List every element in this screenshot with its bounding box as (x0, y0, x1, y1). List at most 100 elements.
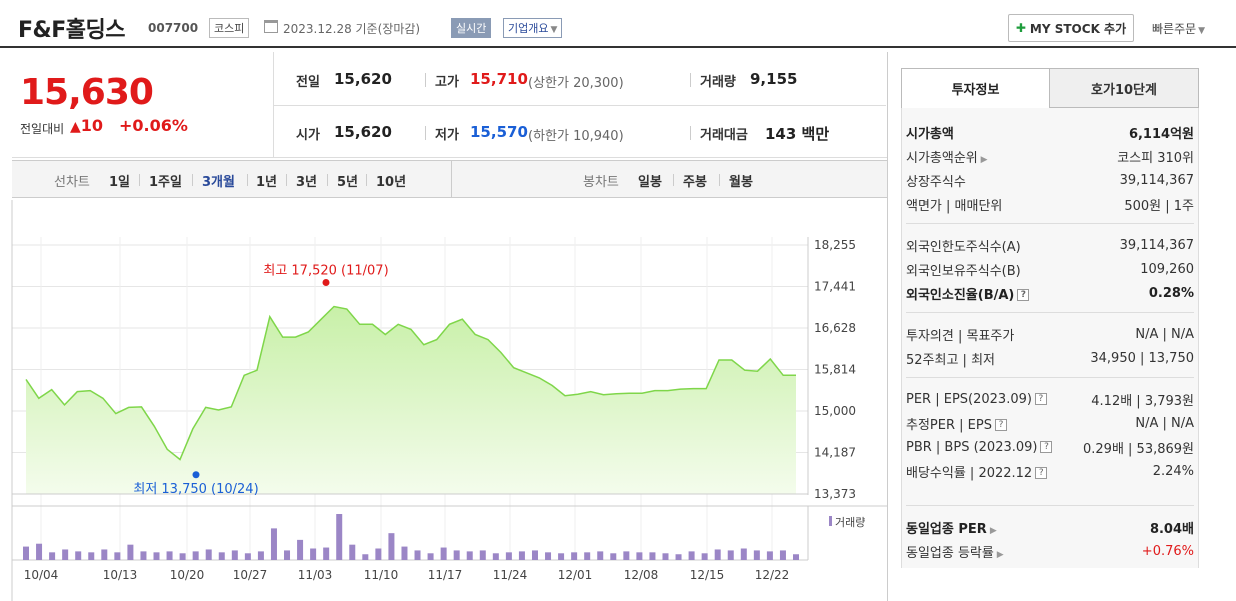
tab-invest-info[interactable]: 투자정보 (901, 68, 1050, 108)
info-label: 외국인한도주식수(A) (906, 239, 1021, 255)
info-label: 시가총액 (906, 126, 954, 142)
candle-monthly[interactable]: 월봉 (729, 175, 753, 190)
info-value: N/A | N/A (1135, 326, 1194, 342)
divider (425, 126, 426, 140)
info-label[interactable]: 시가총액순위 ▶ (906, 150, 988, 166)
volume-bar (453, 550, 460, 560)
volume-bar (584, 552, 591, 560)
volume-bar (466, 551, 473, 560)
volume-bar (62, 549, 69, 560)
x-tick-label: 12/15 (690, 568, 725, 582)
divider (906, 377, 1194, 378)
low-label: 저가 (435, 128, 459, 143)
volume-bar (558, 553, 565, 560)
quick-order-dropdown[interactable]: 빠른주문 ▼ (1152, 20, 1205, 37)
price-chart[interactable]: 13,373 14,187 15,000 15,814 16,628 17,441 18,2… (0, 200, 887, 601)
volume-bar (662, 553, 669, 560)
period-3y[interactable]: 3년 (296, 175, 318, 190)
volume-bar (427, 553, 434, 560)
x-tick-label: 11/24 (493, 568, 528, 582)
divider (451, 160, 452, 198)
x-tick-label: 11/17 (428, 568, 463, 582)
help-icon[interactable]: ? (1034, 393, 1047, 405)
info-label: 외국인소진율(B/A)? (906, 284, 1030, 303)
market-badge: 코스피 (209, 18, 250, 38)
info-value: 34,950 | 13,750 (1090, 350, 1194, 366)
volume-bar (440, 547, 447, 560)
info-label: 액면가 | 매매단위 (906, 198, 1003, 214)
volume-bar (531, 550, 538, 560)
divider (247, 174, 248, 186)
low-value: 15,570 (470, 123, 528, 141)
volume-bar (610, 553, 617, 560)
divider (906, 312, 1194, 313)
realtime-button[interactable]: 실시간 (451, 18, 492, 38)
info-label: PBR | BPS (2023.09)? (906, 440, 1053, 455)
x-tick-label: 12/01 (558, 568, 593, 582)
info-label[interactable]: 동일업종 PER ▶ (906, 521, 997, 537)
volume-bar (166, 551, 173, 560)
volume-bar (688, 551, 695, 560)
volume-bar (218, 552, 225, 560)
candle-chart-label: 봉차트 (583, 175, 619, 190)
info-label: 투자의견 | 목표주가 (906, 328, 1015, 344)
period-1w[interactable]: 1주일 (149, 175, 182, 190)
caret-down-icon: ▼ (1198, 26, 1206, 36)
volume-bar (270, 528, 277, 560)
info-row: 외국인보유주식수(B) 109,260 (906, 257, 1194, 281)
trade-amount-label: 거래대금 (700, 128, 748, 143)
x-tick-label: 11/10 (364, 568, 399, 582)
period-bar (12, 160, 887, 198)
help-icon[interactable]: ? (1035, 467, 1048, 479)
period-1d[interactable]: 1일 (109, 175, 131, 190)
divider (690, 73, 691, 87)
info-row: 동일업종 등락률 ▶ +0.76% (906, 539, 1194, 563)
y-tick-label: 13,373 (814, 487, 856, 501)
candle-weekly[interactable]: 주봉 (683, 175, 707, 190)
x-tick-label: 10/13 (103, 568, 138, 582)
volume-bar (793, 554, 799, 560)
info-row: 동일업종 PER ▶ 8.04배 (906, 515, 1194, 539)
period-3m[interactable]: 3개월 (202, 175, 235, 190)
volume-bar (492, 553, 499, 560)
info-row: 액면가 | 매매단위 500원 | 1주 (906, 192, 1194, 216)
prev-close-value: 15,620 (334, 70, 392, 88)
help-icon[interactable]: ? (1017, 289, 1030, 301)
divider (690, 126, 691, 140)
info-value: +0.76% (1141, 543, 1194, 559)
volume-bar (284, 550, 291, 560)
high-marker (322, 278, 330, 286)
info-value: 39,114,367 (1119, 172, 1194, 188)
info-label[interactable]: 동일업종 등락률 ▶ (906, 545, 1004, 561)
info-row: 투자의견 | 목표주가 N/A | N/A (906, 322, 1194, 346)
y-tick-label: 14,187 (814, 445, 856, 459)
volume-bar (414, 550, 421, 560)
period-5y[interactable]: 5년 (337, 175, 359, 190)
y-tick-label: 17,441 (814, 280, 856, 294)
volume-label: 거래량 (700, 75, 736, 90)
divider (719, 174, 720, 186)
volume-bar (727, 550, 734, 560)
volume-bar (349, 544, 356, 560)
volume-bar (101, 549, 108, 560)
mystock-add-button[interactable]: ✚ MY STOCK 추가 (1008, 14, 1134, 42)
period-1y[interactable]: 1년 (256, 175, 278, 190)
help-icon[interactable]: ? (994, 419, 1007, 431)
candle-daily[interactable]: 일봉 (638, 175, 662, 190)
high-label: 고가 (435, 75, 459, 90)
low-marker (192, 471, 200, 479)
high-value: 15,710 (470, 70, 528, 88)
volume-bar (714, 549, 721, 560)
volume-bar (297, 539, 304, 560)
open-label: 시가 (296, 128, 320, 143)
info-value: 500원 | 1주 (1124, 198, 1194, 214)
price-line (25, 305, 796, 461)
help-icon[interactable]: ? (1040, 441, 1053, 453)
corp-overview-dropdown[interactable]: 기업개요 ▼ (503, 18, 563, 38)
x-tick-label: 10/20 (170, 568, 205, 582)
info-row: 추정PER | EPS? N/A | N/A (906, 411, 1194, 435)
volume-bar (153, 552, 160, 560)
tab-order-book[interactable]: 호가10단계 (1049, 68, 1199, 108)
volume-bar (127, 544, 134, 560)
period-10y[interactable]: 10년 (376, 175, 407, 190)
